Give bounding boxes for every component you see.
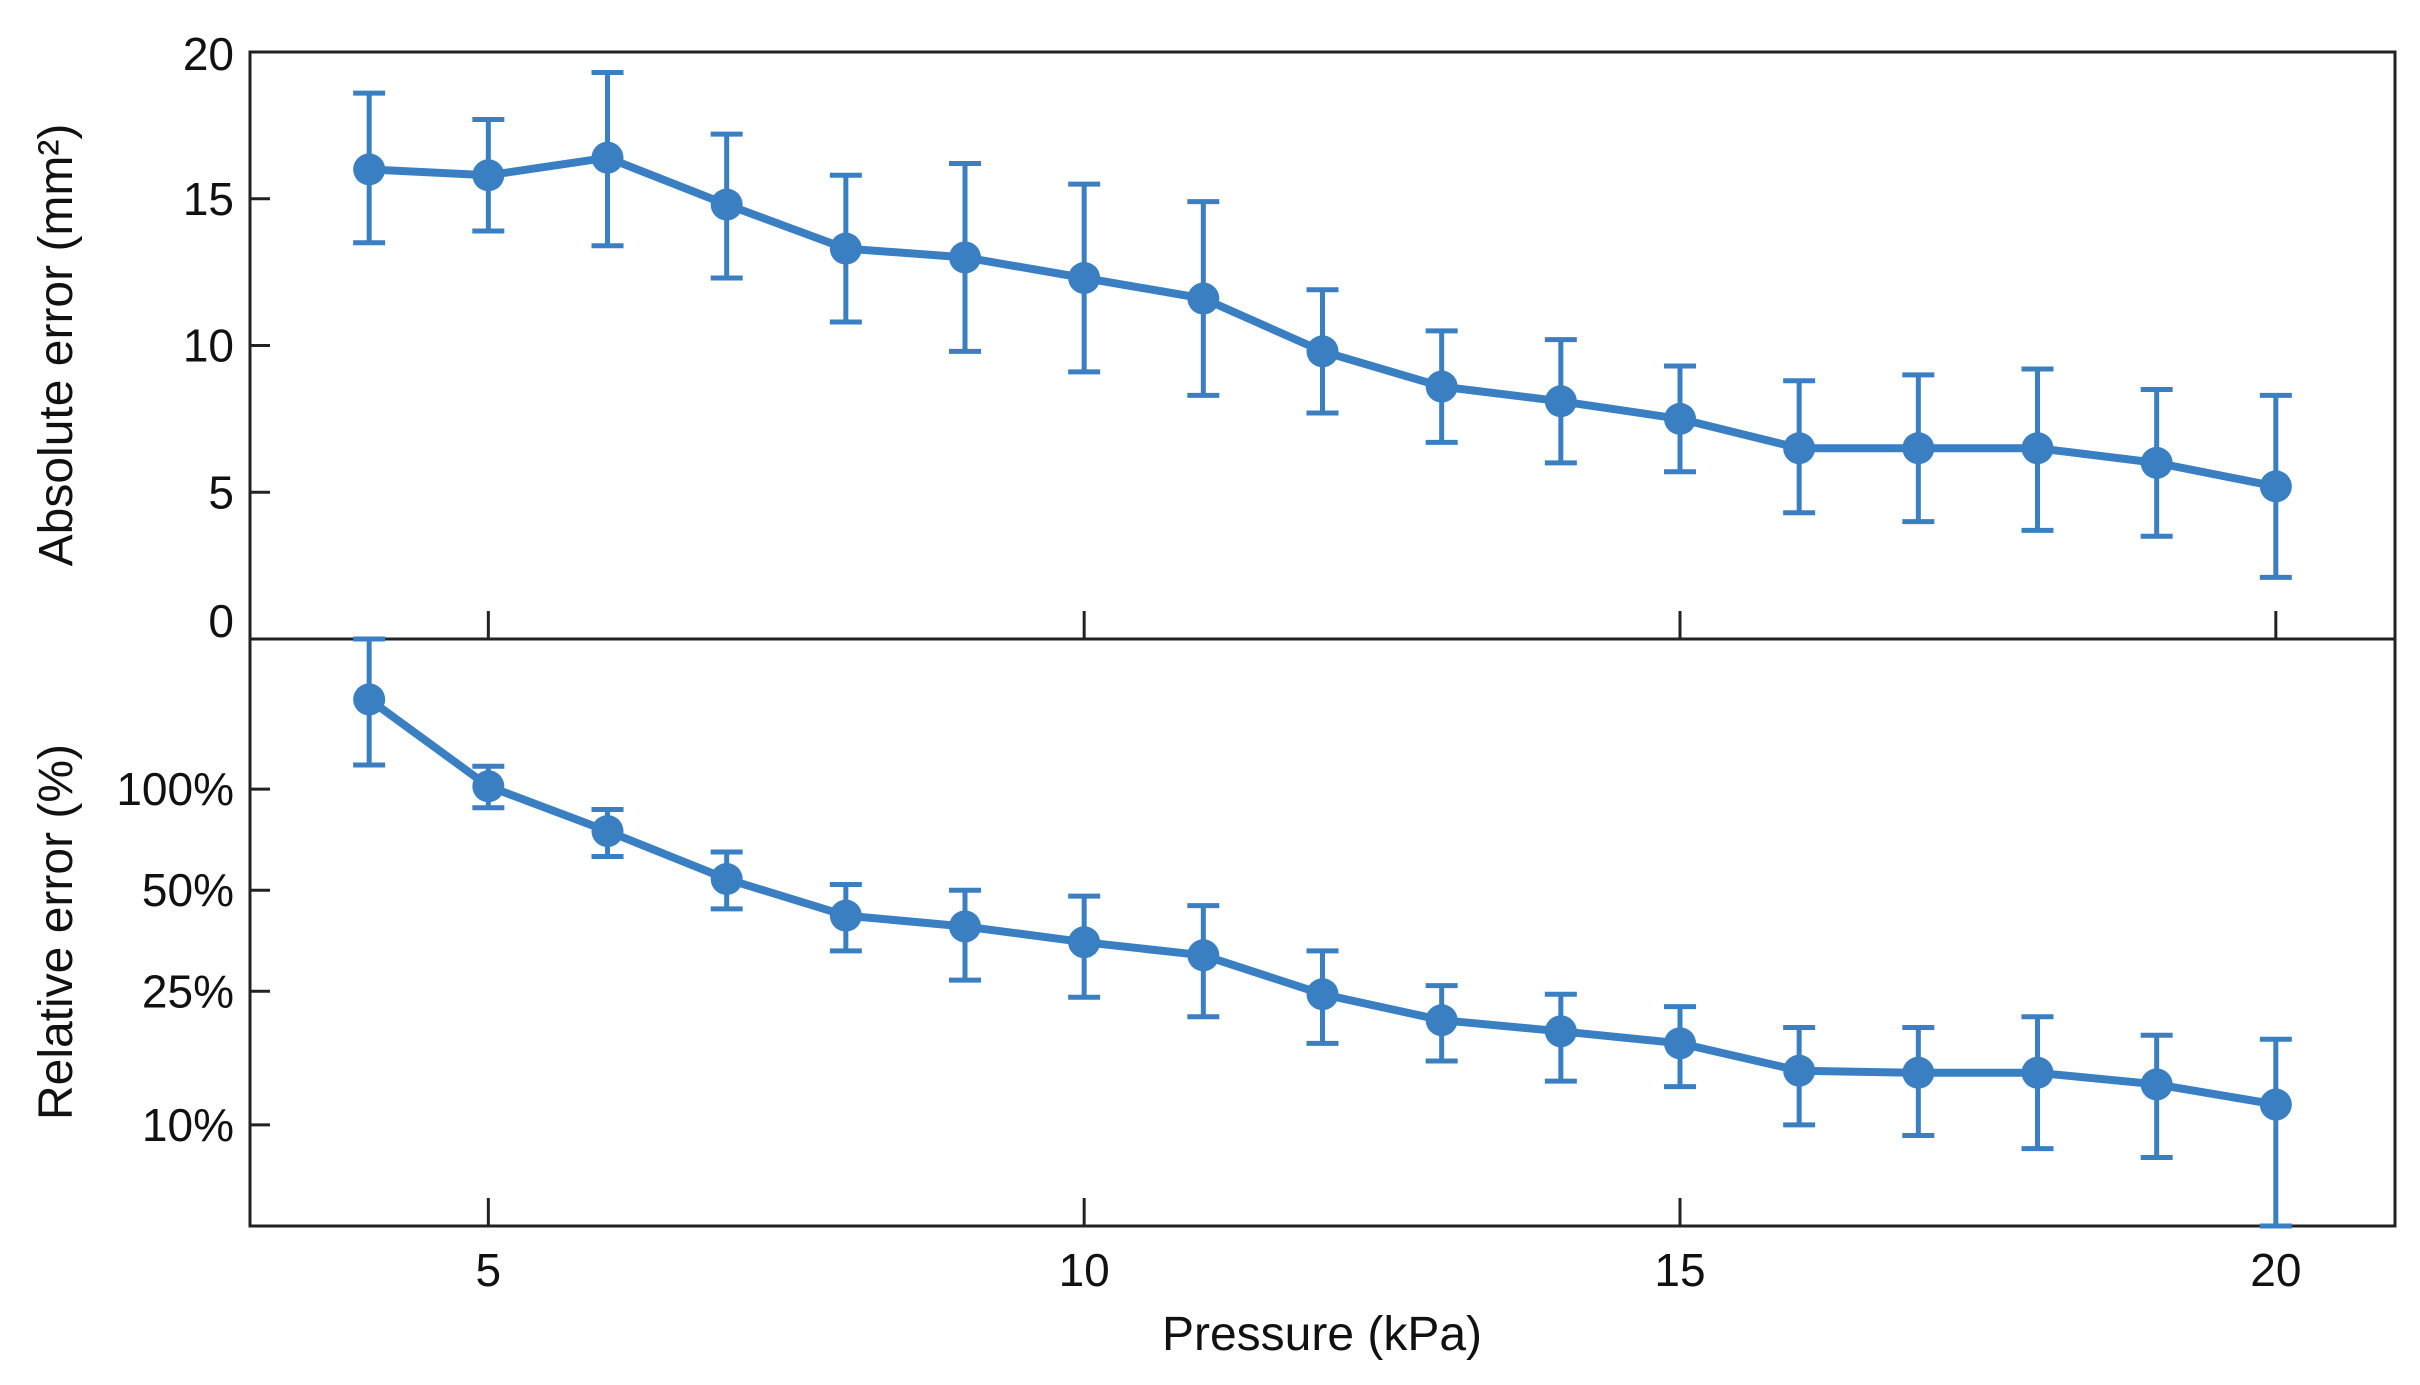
bottom-data-point bbox=[710, 863, 743, 896]
absolute-error-panel: 0 5 10 15 20 Absolute error (mm²) bbox=[30, 28, 2397, 647]
top-data-point bbox=[1068, 261, 1101, 294]
top-data-point bbox=[1902, 432, 1935, 465]
top-data-point bbox=[829, 232, 862, 265]
bottom-data-point bbox=[1306, 978, 1339, 1011]
bottom-y-tick-label: 100% bbox=[116, 763, 234, 815]
top-data-point bbox=[1664, 402, 1696, 435]
bottom-data-point bbox=[2259, 1088, 2292, 1121]
x-axis-title: Pressure (kPa) bbox=[1162, 1308, 1482, 1361]
top-data-point bbox=[472, 159, 505, 192]
top-ticks: 0 5 10 15 20 bbox=[183, 28, 2278, 647]
bottom-plot-frame bbox=[248, 637, 2397, 1228]
bottom-data-point bbox=[1783, 1054, 1816, 1087]
top-y-tick-label: 0 bbox=[208, 595, 234, 647]
top-y-tick-label: 10 bbox=[183, 320, 234, 372]
bottom-y-tick-label: 50% bbox=[142, 864, 234, 916]
top-data-point bbox=[1306, 335, 1339, 368]
absolute-error-points bbox=[353, 141, 2292, 503]
bottom-data-point bbox=[2021, 1056, 2054, 1089]
bottom-data-point bbox=[1068, 926, 1101, 959]
bottom-data-point bbox=[949, 910, 981, 943]
bottom-data-point bbox=[353, 683, 386, 716]
bottom-y-tick-label: 25% bbox=[142, 965, 234, 1017]
top-data-point bbox=[710, 188, 743, 221]
bottom-data-point bbox=[591, 815, 624, 848]
bottom-data-point bbox=[1187, 939, 1220, 972]
top-data-point bbox=[2140, 446, 2173, 479]
bottom-error-bars bbox=[353, 636, 2292, 1229]
top-data-point bbox=[2259, 470, 2292, 503]
top-y-tick-label: 5 bbox=[208, 466, 234, 518]
x-tick-label: 20 bbox=[2250, 1244, 2301, 1296]
top-y-tick-label: 20 bbox=[183, 28, 234, 80]
top-data-point bbox=[2021, 432, 2054, 465]
top-data-point bbox=[1544, 385, 1577, 418]
bottom-data-point bbox=[2140, 1068, 2173, 1101]
bottom-y-tick-label: 10% bbox=[142, 1099, 234, 1151]
top-y-axis-title: Absolute error (mm²) bbox=[30, 124, 83, 567]
x-tick-label: 15 bbox=[1654, 1244, 1705, 1296]
top-data-point bbox=[591, 141, 624, 174]
x-tick-label: 10 bbox=[1059, 1244, 1110, 1296]
top-data-point bbox=[353, 153, 386, 186]
bottom-data-point bbox=[1664, 1027, 1696, 1060]
relative-error-points bbox=[353, 683, 2292, 1121]
bottom-ticks: 5 10 15 20 10% 25% 50% 100% bbox=[116, 763, 2301, 1296]
x-tick-label: 5 bbox=[476, 1244, 502, 1296]
top-y-tick-label: 15 bbox=[183, 173, 234, 225]
top-data-point bbox=[949, 241, 981, 274]
bottom-data-point bbox=[1425, 1004, 1458, 1037]
top-data-point bbox=[1187, 282, 1220, 315]
bottom-data-point bbox=[1902, 1056, 1935, 1089]
top-data-point bbox=[1425, 370, 1458, 403]
bottom-error-bar bbox=[2259, 1036, 2292, 1229]
bottom-y-axis-title: Relative error (%) bbox=[30, 744, 83, 1120]
top-data-point bbox=[1783, 432, 1816, 465]
bottom-data-point bbox=[829, 899, 862, 932]
bottom-data-point bbox=[1544, 1015, 1577, 1048]
top-error-bars bbox=[353, 70, 2292, 580]
bottom-data-point bbox=[472, 770, 505, 803]
